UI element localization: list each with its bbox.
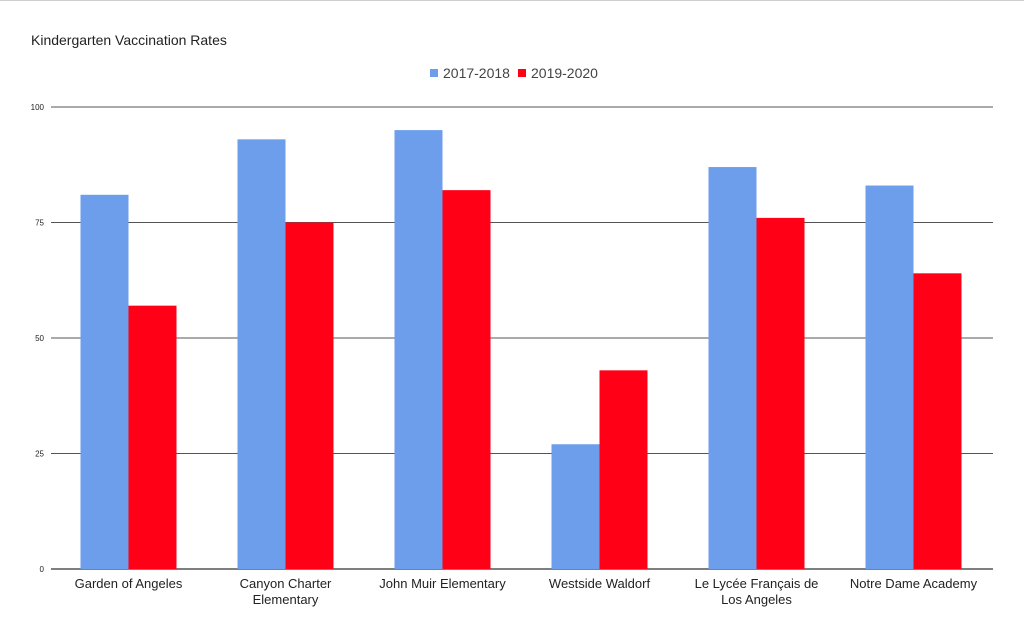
x-category-label: Le Lycée Français de Los Angeles — [695, 576, 819, 607]
legend-label-0: 2017-2018 — [443, 65, 510, 81]
bars — [80, 130, 962, 570]
legend-label-1: 2019-2020 — [531, 65, 598, 81]
x-category-label: Garden of Angeles — [75, 576, 183, 591]
y-tick-label: 50 — [35, 334, 44, 343]
legend-swatch-0 — [430, 69, 438, 77]
bar-2019-2020-3 — [599, 370, 648, 569]
bar-2017-2018-0 — [80, 194, 129, 569]
bar-2019-2020-4 — [756, 217, 805, 569]
bar-2019-2020-1 — [285, 222, 334, 569]
bar-2017-2018-3 — [551, 444, 600, 569]
y-tick-label: 100 — [31, 103, 45, 112]
y-tick-label: 25 — [35, 450, 44, 459]
x-category-label: John Muir Elementary — [379, 576, 506, 591]
x-category-label: Notre Dame Academy — [850, 576, 978, 591]
x-category-label: Canyon Charter Elementary — [240, 576, 332, 607]
x-category-label: Westside Waldorf — [549, 576, 651, 591]
legend-swatch-1 — [518, 69, 526, 77]
bar-2017-2018-1 — [237, 139, 286, 569]
bar-2019-2020-0 — [128, 305, 177, 569]
legend: 2017-2018 2019-2020 — [430, 65, 598, 81]
bar-2017-2018-2 — [394, 130, 443, 569]
y-tick-label: 0 — [40, 565, 45, 574]
chart-title: Kindergarten Vaccination Rates — [31, 32, 227, 48]
category-labels: Garden of Angeles Canyon Charter Elementar… — [75, 576, 978, 607]
bar-2017-2018-4 — [708, 167, 757, 569]
bar-2019-2020-5 — [913, 273, 962, 569]
bar-2019-2020-2 — [442, 190, 491, 569]
gridlines: 0 25 50 75 100 — [31, 103, 993, 574]
y-tick-label: 75 — [35, 219, 44, 228]
bar-2017-2018-5 — [865, 185, 914, 570]
